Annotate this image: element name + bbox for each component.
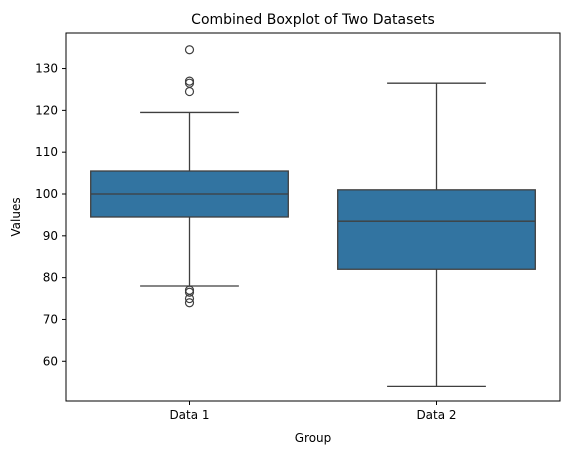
y-tick-label: 110 (35, 145, 58, 159)
plot-frame (65, 32, 561, 402)
outlier-point (184, 287, 195, 297)
outlier-point (184, 298, 195, 308)
y-tick-label: 90 (43, 229, 58, 243)
box-group-2 (337, 82, 536, 388)
y-tick-label: 70 (43, 312, 58, 326)
outlier-point (184, 45, 195, 55)
y-tick-label: 100 (35, 187, 58, 201)
y-tick-label: 120 (35, 103, 58, 117)
box-group-1 (90, 45, 289, 308)
outlier-point (184, 86, 195, 97)
y-axis: 60 70 80 90 100 110 120 130 (35, 62, 66, 368)
outlier-point (184, 293, 195, 304)
y-axis-label: Values (9, 197, 23, 236)
chart-title: Combined Boxplot of Two Datasets (191, 12, 435, 28)
x-axis-label: Group (295, 431, 332, 445)
y-tick-label: 60 (43, 354, 58, 368)
x-tick-label: Data 1 (169, 408, 209, 422)
y-tick-label: 80 (43, 271, 58, 285)
y-tick-label: 130 (35, 62, 58, 76)
x-axis: Data 1 Data 2 (169, 401, 457, 422)
iqr-box (337, 189, 536, 270)
plot-area (90, 45, 536, 388)
x-tick-label: Data 2 (416, 408, 456, 422)
